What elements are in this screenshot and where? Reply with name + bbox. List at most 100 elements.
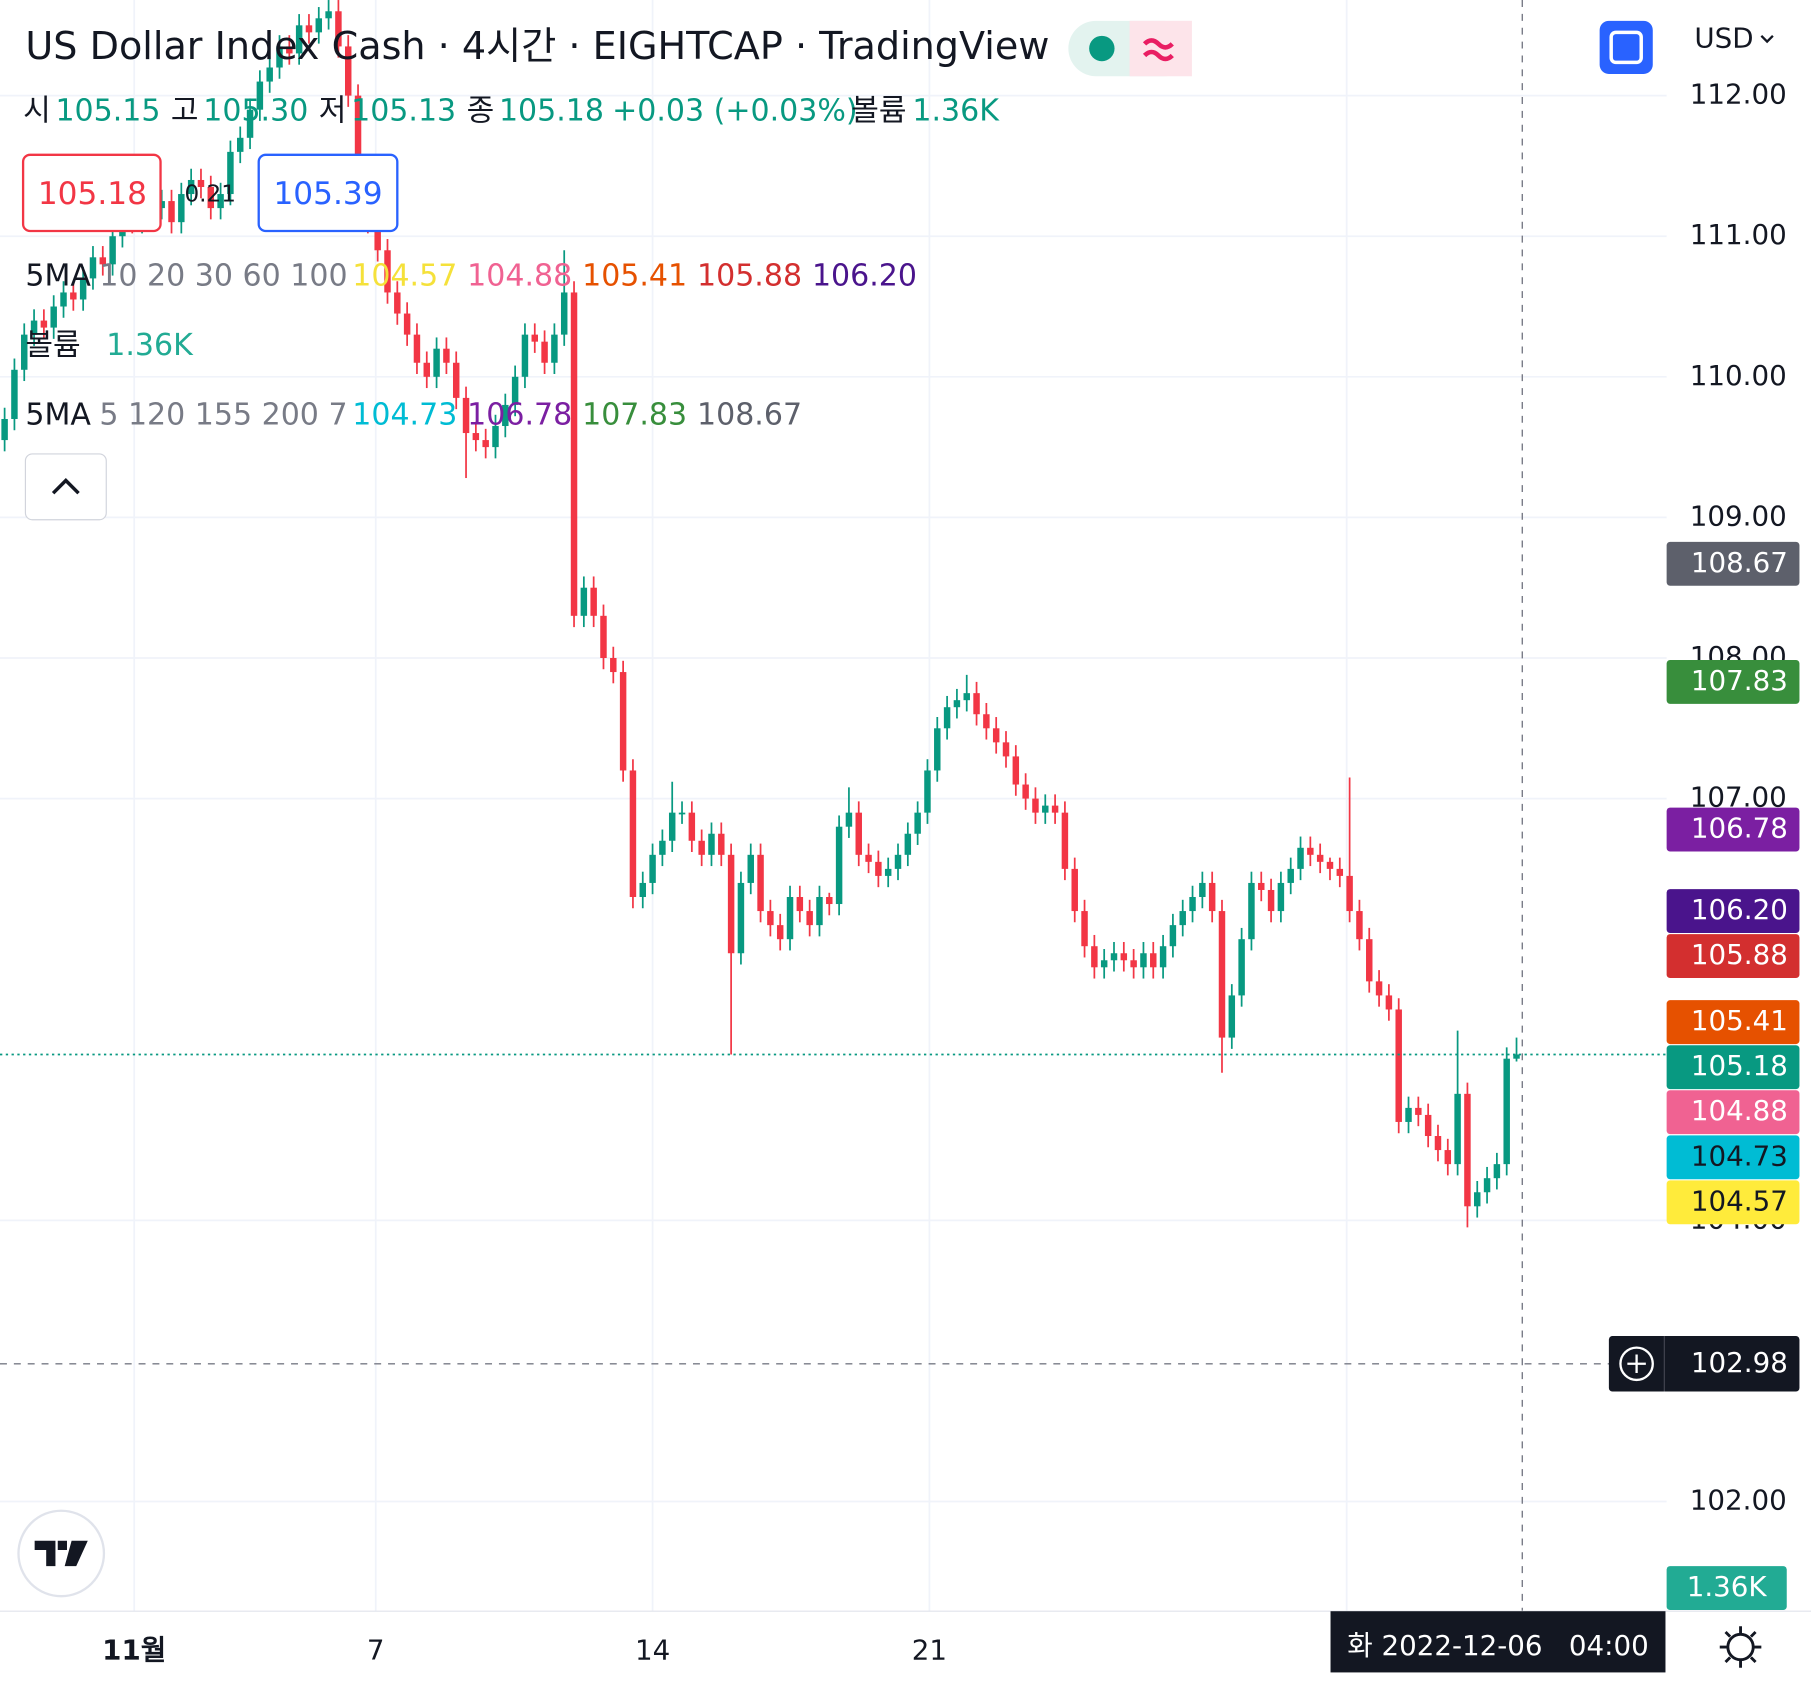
candle-body <box>521 334 529 377</box>
candle-body <box>11 369 18 419</box>
candle-body <box>1208 882 1216 912</box>
candle-body <box>1238 939 1245 996</box>
x-tick-label: 14 <box>635 1634 670 1667</box>
candle-body <box>708 833 715 855</box>
indicator-value: 104.73 <box>352 397 457 432</box>
price-badge <box>1666 1000 1800 1045</box>
buy-button[interactable] <box>257 153 399 233</box>
price-badge <box>1666 807 1800 852</box>
candle-body <box>1081 911 1088 947</box>
price-badge-label: 106.20 <box>1691 893 1788 926</box>
candle-body <box>1179 911 1186 926</box>
candle-body <box>276 46 283 68</box>
candle-body <box>70 292 77 300</box>
candle-body <box>286 46 293 54</box>
candle-body <box>1218 911 1226 1038</box>
candle-body <box>1130 960 1137 968</box>
candle-body <box>973 693 980 715</box>
candle-body <box>511 376 519 405</box>
price-badge <box>1666 889 1800 934</box>
price-badge-label: 105.88 <box>1691 938 1788 971</box>
candle-body <box>21 334 28 370</box>
y-tick-label: 110.00 <box>1690 359 1787 392</box>
candle-body <box>1434 1136 1442 1151</box>
candle-body <box>727 854 735 954</box>
candle-body <box>403 313 411 335</box>
indicator-value: 104.88 <box>467 259 572 294</box>
candle-body <box>1199 882 1206 898</box>
candle-body <box>492 426 499 448</box>
candle-body <box>826 897 833 905</box>
indicator-name: 볼륨 <box>25 328 80 363</box>
candle-body <box>1307 847 1314 855</box>
candle-body <box>1513 1054 1520 1059</box>
candle-body <box>1316 854 1324 862</box>
currency[interactable]: USD <box>1694 21 1753 54</box>
settings-button[interactable] <box>1719 1626 1762 1668</box>
candle-body <box>767 911 774 926</box>
fullscreen-box[interactable] <box>1599 20 1653 74</box>
candle-body <box>217 194 224 209</box>
indicator-value: 1.36K <box>106 328 194 363</box>
candle-body <box>1395 1009 1402 1122</box>
candle-body <box>374 222 381 251</box>
candle-body <box>865 854 872 862</box>
y-tick-label: 112.00 <box>1690 78 1787 111</box>
candle-body <box>1042 805 1049 813</box>
sell-button[interactable] <box>21 153 162 233</box>
candle-body <box>551 334 558 363</box>
date-badge <box>1330 1611 1666 1673</box>
y-tick-label: 109.00 <box>1690 499 1787 532</box>
candle-body <box>1375 981 1383 996</box>
candle-body <box>482 440 489 448</box>
candle-body <box>1366 939 1373 982</box>
price-badge-label: 104.73 <box>1691 1139 1788 1172</box>
tv-logo[interactable] <box>17 1509 106 1598</box>
candle-body <box>452 362 460 398</box>
candle-body <box>295 25 303 54</box>
candle-body <box>305 25 313 33</box>
candle-body <box>934 728 941 771</box>
candle-body <box>1051 805 1059 813</box>
gear[interactable] <box>1726 1632 1755 1662</box>
grid <box>0 0 1667 1612</box>
fullscreen-button[interactable] <box>1599 20 1653 74</box>
candle-body <box>462 397 470 434</box>
candle-body <box>943 707 951 729</box>
candle-body <box>1474 1192 1481 1207</box>
candle-body <box>1100 960 1108 968</box>
collapse-button[interactable] <box>24 453 107 521</box>
logo-circle[interactable] <box>17 1509 106 1598</box>
candle-body <box>1424 1114 1432 1137</box>
candle-body <box>315 18 323 33</box>
candle-body <box>718 833 725 855</box>
candle-body <box>1356 911 1363 940</box>
candle-body <box>50 306 57 328</box>
candle-body <box>619 672 627 771</box>
buy-price[interactable]: 105.39 <box>273 176 382 212</box>
candle-body <box>256 81 264 110</box>
candle-body <box>433 348 440 377</box>
add-alert-icon[interactable] <box>1619 1346 1654 1382</box>
candle-body <box>335 11 342 47</box>
ohlc-open-label: 시 <box>23 94 51 129</box>
candle-body <box>1032 798 1039 813</box>
candle-body <box>698 840 705 855</box>
candle-body <box>1346 875 1353 912</box>
indicator-params: 10 20 30 60 100 <box>99 259 347 294</box>
collapse-box[interactable] <box>24 453 107 521</box>
crosshair-badge <box>1608 1336 1800 1392</box>
candle-body <box>1228 995 1236 1038</box>
candle-body <box>1326 861 1334 869</box>
sell-price[interactable]: 105.18 <box>38 176 147 212</box>
indicators: 5MA 10 20 30 60 100 104.57 104.88 105.41 105.… <box>25 259 917 433</box>
candle-body <box>1002 742 1010 757</box>
candle-body <box>1140 953 1147 968</box>
ohlc-high-label: 고 <box>171 94 199 129</box>
indicator-name: 5MA <box>25 259 91 294</box>
candle-body <box>246 109 254 138</box>
candle-body <box>1444 1150 1452 1165</box>
title: US Dollar Index Cash · 4시간 · EIGHTCAP · … <box>25 24 1049 68</box>
candle-body <box>639 882 646 898</box>
